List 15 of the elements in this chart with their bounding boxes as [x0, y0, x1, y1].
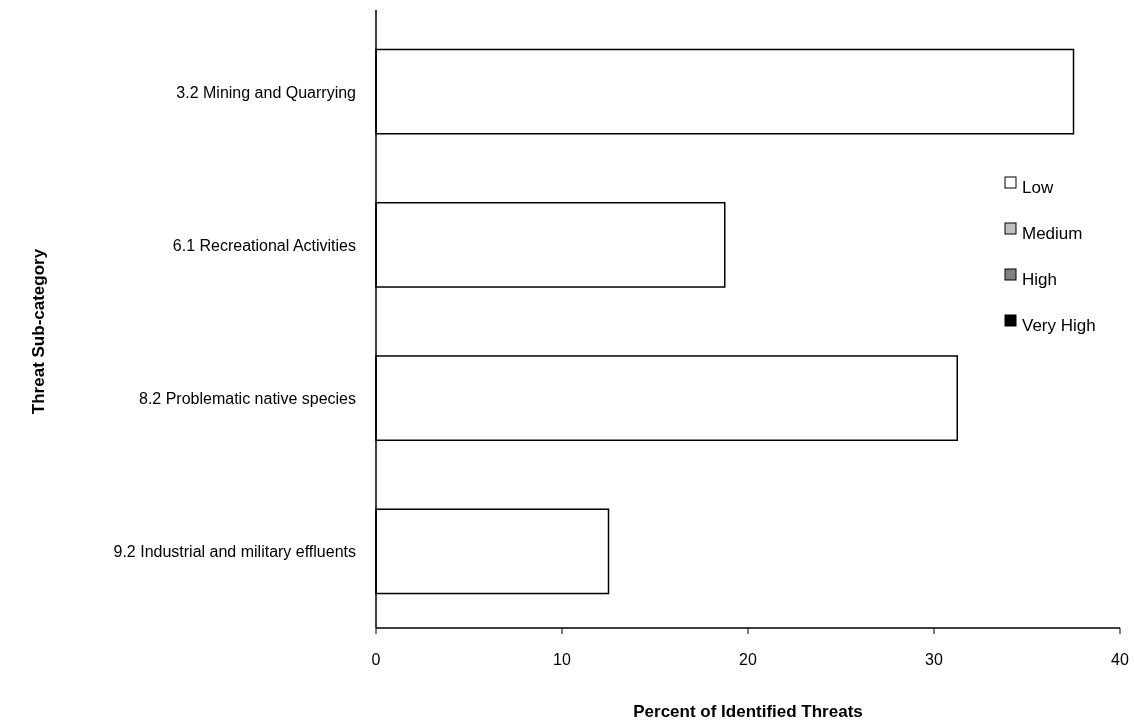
y-axis-title: Threat Sub-category — [29, 248, 48, 415]
x-axis-title: Percent of Identified Threats — [633, 702, 863, 721]
y-tick-label: 8.2 Problematic native species — [139, 390, 356, 408]
x-tick-label: 20 — [739, 651, 757, 668]
x-tick-label: 30 — [925, 651, 943, 668]
y-tick-label: 9.2 Industrial and military effluents — [113, 543, 356, 561]
legend-label: Low — [1022, 178, 1054, 197]
x-tick-label: 40 — [1111, 651, 1129, 668]
x-tick-label: 10 — [553, 651, 571, 668]
x-tick-label: 0 — [371, 651, 381, 668]
legend-label: Very High — [1022, 316, 1096, 335]
legend-label: High — [1022, 270, 1057, 289]
legend-label: Medium — [1022, 224, 1083, 243]
y-tick-label: 6.1 Recreational Activities — [172, 236, 356, 254]
y-tick-label: 3.2 Mining and Quarrying — [176, 83, 356, 101]
